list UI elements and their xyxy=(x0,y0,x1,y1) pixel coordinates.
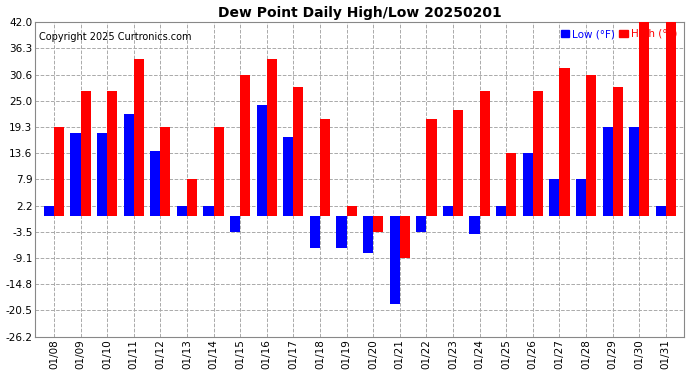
Bar xyxy=(150,151,160,216)
Bar xyxy=(257,105,267,216)
Bar xyxy=(586,75,596,216)
Bar xyxy=(214,127,224,216)
Bar xyxy=(469,216,480,234)
Bar xyxy=(426,119,437,216)
Bar xyxy=(629,127,639,216)
Bar xyxy=(293,87,304,216)
Bar xyxy=(97,133,107,216)
Bar xyxy=(480,92,490,216)
Bar xyxy=(346,206,357,216)
Bar xyxy=(320,119,330,216)
Bar xyxy=(310,216,320,248)
Bar xyxy=(267,59,277,216)
Bar xyxy=(523,153,533,216)
Bar xyxy=(533,92,543,216)
Bar xyxy=(390,216,400,304)
Bar xyxy=(576,180,586,216)
Legend: Low (°F), High (°F): Low (°F), High (°F) xyxy=(559,27,679,42)
Bar xyxy=(443,206,453,216)
Bar xyxy=(560,68,569,216)
Bar xyxy=(160,127,170,216)
Bar xyxy=(639,22,649,216)
Title: Dew Point Daily High/Low 20250201: Dew Point Daily High/Low 20250201 xyxy=(218,6,502,20)
Bar xyxy=(416,216,426,232)
Bar xyxy=(54,127,64,216)
Bar xyxy=(107,92,117,216)
Bar xyxy=(177,206,187,216)
Bar xyxy=(337,216,346,248)
Bar xyxy=(124,114,134,216)
Text: Copyright 2025 Curtronics.com: Copyright 2025 Curtronics.com xyxy=(39,32,191,42)
Bar xyxy=(602,127,613,216)
Bar xyxy=(506,153,516,216)
Bar xyxy=(666,22,676,216)
Bar xyxy=(81,92,90,216)
Bar xyxy=(549,180,560,216)
Bar xyxy=(240,75,250,216)
Bar xyxy=(656,206,666,216)
Bar xyxy=(44,206,54,216)
Bar xyxy=(373,216,384,232)
Bar xyxy=(284,138,293,216)
Bar xyxy=(400,216,410,258)
Bar xyxy=(496,206,506,216)
Bar xyxy=(613,87,623,216)
Bar xyxy=(134,59,144,216)
Bar xyxy=(70,133,81,216)
Bar xyxy=(204,206,214,216)
Bar xyxy=(230,216,240,232)
Bar xyxy=(363,216,373,253)
Bar xyxy=(187,180,197,216)
Bar xyxy=(453,110,463,216)
